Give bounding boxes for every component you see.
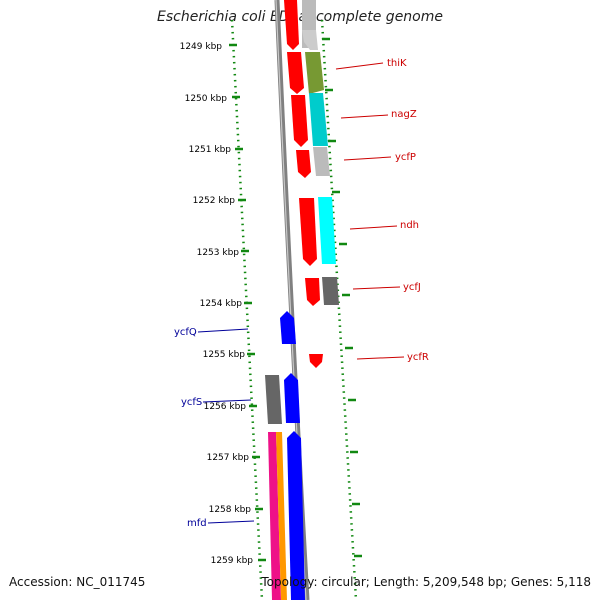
- gene-block-grey-tip: [302, 30, 318, 50]
- gene-label-ycfj: ycfJ: [403, 282, 421, 293]
- gene-label-ycfp: ycfP: [395, 152, 416, 163]
- gene-block-grey2: [313, 147, 330, 176]
- gene-label-mfd: mfd: [187, 518, 207, 529]
- gene-block-magenta: [268, 432, 281, 600]
- gene-block: [291, 95, 308, 147]
- tick-label-1250: 1250 kbp: [185, 94, 228, 104]
- gene-block-blue: [284, 373, 300, 423]
- gene-block-blue: [280, 311, 296, 344]
- gene-block: [287, 52, 304, 94]
- gene-block-blue-long: [287, 431, 305, 600]
- tick-label-1253: 1253 kbp: [197, 248, 240, 258]
- tick-label-1252: 1252 kbp: [193, 196, 236, 206]
- topology-text: Topology: circular; Length: 5,209,548 bp…: [261, 575, 591, 589]
- gene-label-thik: thiK: [387, 58, 407, 69]
- gene-block-darkgrey-left: [265, 375, 282, 424]
- reverse-gene-blocks: [265, 311, 305, 600]
- left-gene-labels: ycfQ ycfS mfd: [174, 327, 255, 529]
- tick-label-1259: 1259 kbp: [211, 556, 254, 566]
- left-dotted-track: [230, 19, 264, 600]
- gene-block-olive: [305, 52, 324, 94]
- tick-label-1258: 1258 kbp: [209, 505, 252, 515]
- gene-block: [299, 198, 317, 266]
- gene-block-darkgrey: [322, 277, 339, 305]
- gene-label-ndh: ndh: [400, 220, 419, 231]
- gene-block-brightcyan: [318, 197, 336, 264]
- tick-label-1257: 1257 kbp: [207, 453, 250, 463]
- major-ticks: [229, 37, 362, 562]
- tick-label-1255: 1255 kbp: [203, 350, 246, 360]
- gene-label-nagz: nagZ: [391, 109, 417, 120]
- right-gene-labels: thiK nagZ ycfP ndh ycfJ ycfR: [335, 58, 429, 363]
- gene-block-orange: [276, 432, 287, 600]
- gene-block: [309, 354, 323, 368]
- tick-label-1249: 1249 kbp: [180, 42, 223, 52]
- gene-label-ycfq: ycfQ: [174, 327, 197, 338]
- tick-label-1251: 1251 kbp: [189, 145, 232, 155]
- gene-label-ycfr: ycfR: [407, 352, 429, 363]
- right-dotted-track: [320, 19, 358, 600]
- forward-gene-blocks: [284, 0, 323, 368]
- gene-block-cyan: [309, 93, 328, 146]
- gene-block: [305, 278, 320, 306]
- gene-label-ycfs: ycfS: [181, 397, 202, 408]
- tick-label-1256: 1256 kbp: [204, 402, 247, 412]
- tick-label-1254: 1254 kbp: [200, 299, 243, 309]
- accession-text: Accession: NC_011745: [9, 575, 146, 589]
- outer-right-blocks: [302, 0, 339, 305]
- map-title: Escherichia coli ED1a, complete genome: [157, 9, 443, 25]
- gene-block: [284, 0, 299, 50]
- gene-block: [296, 150, 311, 178]
